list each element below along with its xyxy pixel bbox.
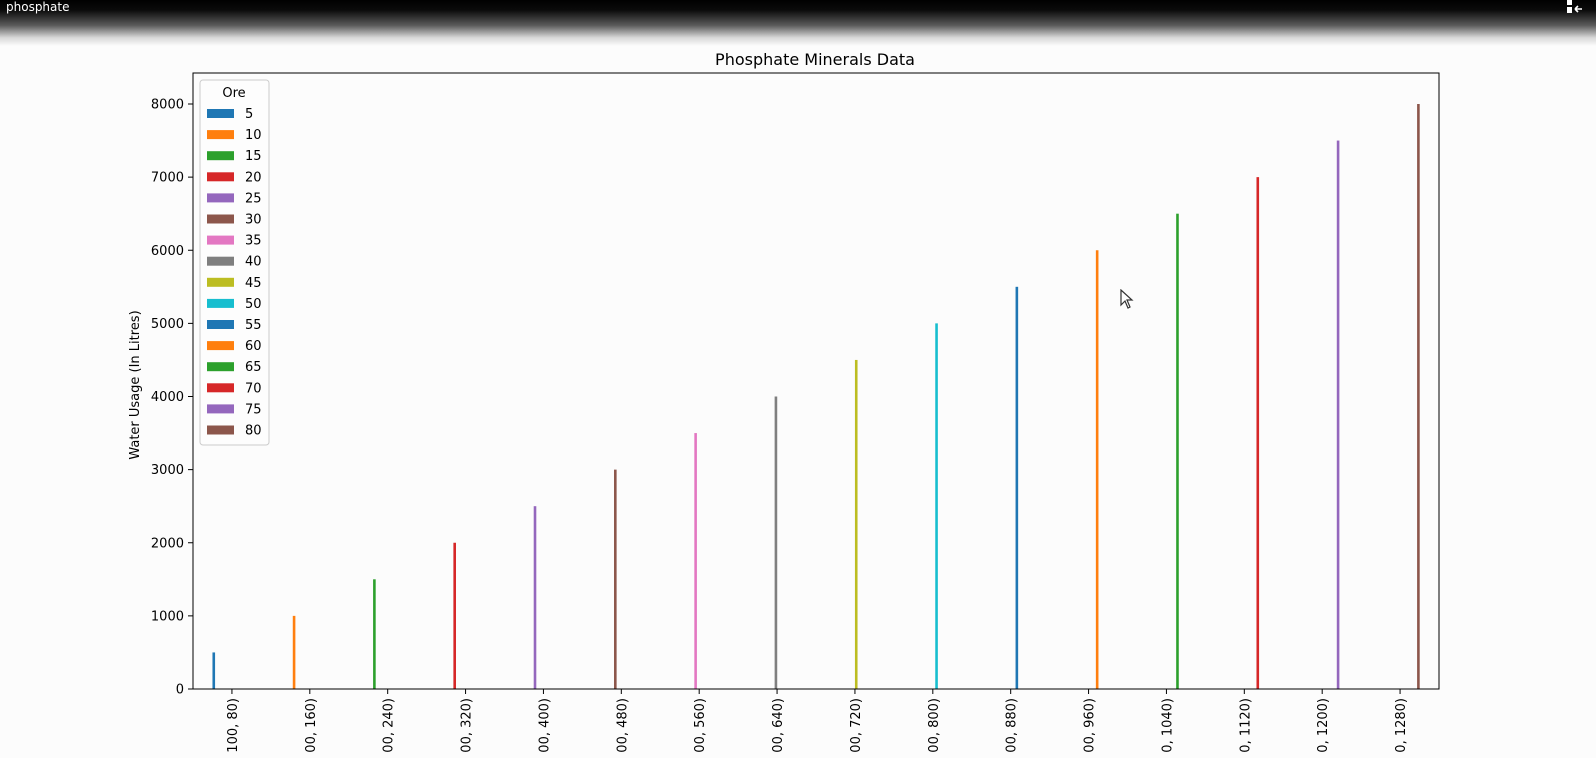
- legend-swatch: [207, 341, 234, 351]
- y-tick-label: 2000: [151, 536, 184, 551]
- legend-swatch: [207, 277, 234, 287]
- x-tick-label: 00, 880): [1005, 698, 1020, 753]
- x-tick-label: 00, 400): [537, 698, 552, 753]
- x-tick-label: 0, 1040): [1160, 698, 1175, 753]
- x-tick-label: 00, 160): [304, 698, 319, 753]
- bar-ore-80: [1417, 104, 1420, 689]
- window-title: phosphate: [6, 0, 70, 14]
- x-tick-label: 00, 640): [771, 698, 786, 753]
- legend-swatch: [207, 130, 234, 140]
- window-titlebar: phosphate: [0, 0, 1596, 46]
- bar-ore-55: [1015, 286, 1019, 689]
- legend-label: 10: [245, 128, 262, 143]
- legend-swatch: [207, 193, 234, 203]
- legend-swatch: [207, 109, 234, 118]
- legend-label: 25: [245, 191, 262, 206]
- legend-swatch: [207, 383, 234, 393]
- bar-ore-50: [935, 323, 938, 689]
- x-tick-label: 00, 960): [1083, 698, 1098, 753]
- y-axis-label: Water Usage (In Litres): [128, 310, 143, 459]
- legend-label: 5: [245, 107, 253, 122]
- y-tick-label: 0: [176, 683, 184, 698]
- x-tick-label: 0, 1280): [1394, 698, 1409, 753]
- x-tick-label: 00, 800): [927, 698, 942, 753]
- y-tick-label: 6000: [151, 244, 184, 259]
- y-tick-label: 8000: [151, 98, 184, 113]
- legend-label: 50: [245, 297, 262, 312]
- bar-ore-40: [774, 396, 778, 689]
- chart-title: Phosphate Minerals Data: [715, 50, 915, 69]
- y-tick-label: 5000: [151, 317, 184, 332]
- legend-label: 30: [245, 213, 262, 228]
- legend-swatch: [207, 214, 234, 224]
- legend-label: 35: [245, 234, 262, 249]
- x-tick-label: 00, 240): [382, 698, 397, 753]
- x-tick-label: 00, 720): [849, 698, 864, 753]
- legend-label: 55: [245, 318, 262, 333]
- legend-label: 60: [245, 339, 262, 354]
- legend-label: 20: [245, 170, 262, 185]
- x-tick-label: 00, 480): [615, 698, 630, 753]
- bar-ore-35: [694, 433, 697, 689]
- y-tick-label: 3000: [151, 463, 184, 478]
- legend-label: 15: [245, 149, 262, 164]
- x-tick-label: 0, 1120): [1238, 698, 1253, 753]
- x-tick-label: 0, 1200): [1316, 698, 1331, 753]
- legend-label: 70: [245, 381, 262, 396]
- y-axis-ticks: 0 1000 2000 3000 4000 5000 6000 7000 8000: [151, 98, 193, 698]
- legend-swatch: [207, 172, 234, 182]
- x-tick-label: 100, 80): [226, 698, 241, 753]
- legend-label: 75: [245, 402, 262, 417]
- legend-swatch: [207, 235, 234, 245]
- bar-ore-45: [854, 359, 858, 689]
- bar-ore-20: [453, 542, 456, 689]
- bar-ore-25: [533, 506, 537, 689]
- bar-ore-70: [1256, 177, 1260, 689]
- bar-ore-60: [1095, 250, 1099, 689]
- bar-ore-10: [292, 615, 296, 689]
- legend-swatch: [207, 298, 234, 308]
- legend-swatch: [207, 425, 234, 435]
- legend-swatch: [207, 256, 234, 266]
- legend-label: 45: [245, 276, 262, 291]
- y-tick-label: 4000: [151, 390, 184, 405]
- bar-ore-30: [614, 469, 617, 689]
- bar-ore-15: [373, 579, 376, 689]
- legend-swatch: [207, 320, 234, 329]
- legend-swatch: [207, 151, 234, 161]
- legend-swatch: [207, 362, 234, 372]
- x-tick-label: 00, 320): [460, 698, 475, 753]
- y-tick-label: 7000: [151, 171, 184, 186]
- bar-ore-75: [1336, 140, 1340, 689]
- bar-series-group: [212, 104, 1420, 689]
- legend-title: Ore: [222, 86, 245, 101]
- legend-box: [199, 79, 270, 446]
- legend-label: 80: [245, 424, 262, 439]
- bar-ore-5: [212, 652, 216, 689]
- legend-swatch: [207, 404, 234, 414]
- legend-label: 65: [245, 360, 262, 375]
- x-tick-label: 00, 560): [693, 698, 708, 753]
- legend-label: 40: [245, 255, 262, 270]
- y-tick-label: 1000: [151, 609, 184, 624]
- plot-frame: [192, 72, 1440, 690]
- restore-icon[interactable]: [1566, 0, 1584, 14]
- bar-ore-65: [1176, 213, 1179, 689]
- x-axis-ticks: 100, 80) 00, 160) 00, 240) 00, 320) 00, 400)…: [226, 689, 1409, 753]
- mouse-pointer-icon: [1120, 289, 1134, 309]
